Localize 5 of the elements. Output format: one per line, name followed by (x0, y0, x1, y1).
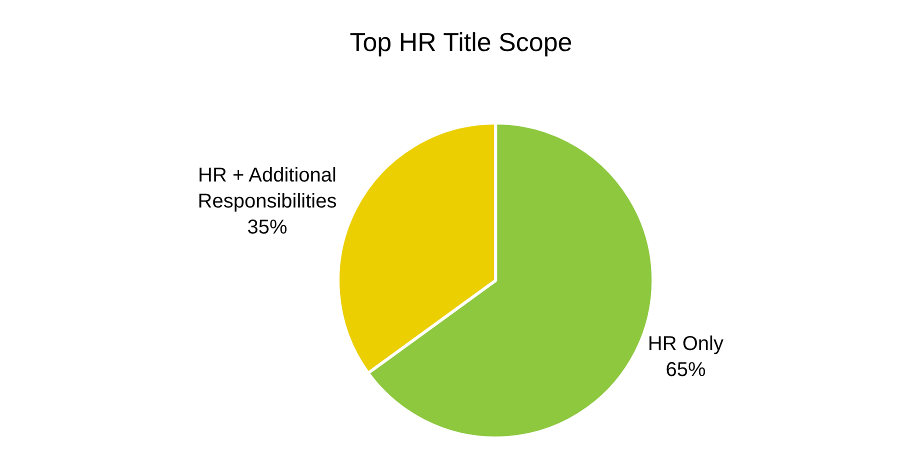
slice-label: HR Only (648, 332, 724, 355)
data-label: 65% (666, 358, 706, 381)
chart-title: Top HR Title Scope (350, 26, 572, 57)
slice-label: HR + Additional Responsibilities (198, 164, 337, 212)
data-label: 35% (247, 216, 288, 238)
